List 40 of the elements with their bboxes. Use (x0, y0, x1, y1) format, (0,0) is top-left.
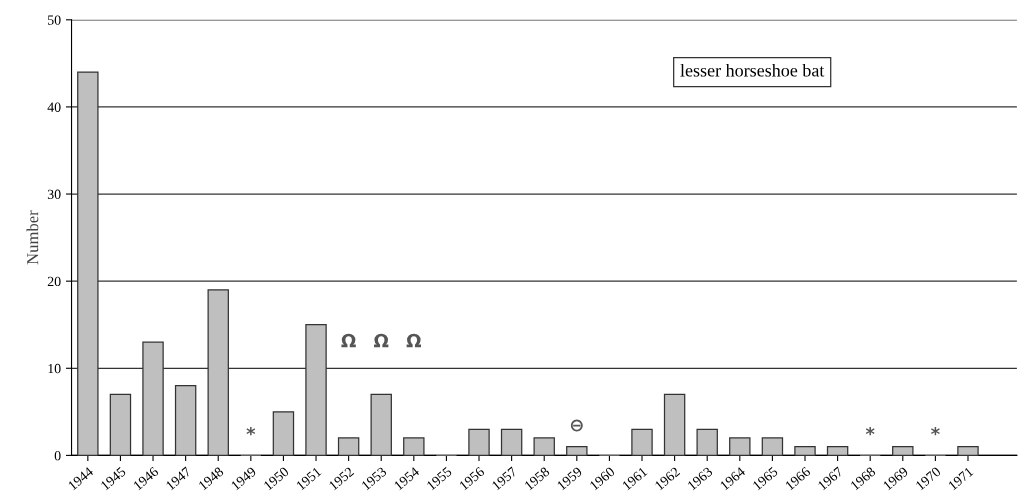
x-tick-label: 1948 (198, 466, 225, 491)
x-tick-label: 1952 (328, 466, 355, 491)
x-tick-label: 1959 (556, 466, 583, 491)
x-tick-label: 1945 (100, 466, 127, 491)
x-tick-label: 1962 (654, 466, 681, 491)
y-axis-title: Number (26, 210, 39, 265)
x-tick-label: 1956 (458, 466, 485, 491)
y-tick-label: 10 (48, 363, 61, 374)
annotation: ⊖ (570, 419, 583, 432)
annotation: Ω (374, 333, 389, 348)
x-tick-label: 1953 (361, 466, 388, 491)
annotation: * (931, 426, 940, 436)
x-tick-label: 1944 (67, 466, 94, 491)
x-tick-label: 1966 (784, 466, 811, 491)
x-tick-label: 1971 (947, 466, 974, 491)
x-tick-label: 1963 (687, 466, 714, 491)
x-tick-label: 1946 (132, 466, 159, 491)
x-tick-label: 1954 (393, 466, 420, 491)
x-tick-label: 1950 (263, 466, 290, 491)
x-tick-label: 1951 (295, 466, 322, 491)
annotation: lesser horseshoe bat (680, 63, 825, 77)
annotation: Ω (406, 333, 421, 348)
x-tick-label: 1958 (524, 466, 551, 491)
x-tick-label: 1969 (882, 466, 909, 491)
y-tick-label: 20 (47, 276, 61, 287)
x-tick-label: 1968 (850, 466, 877, 491)
y-tick-label: 40 (47, 102, 61, 112)
annotation: Ω (341, 333, 356, 348)
x-tick-label: 1961 (621, 466, 648, 491)
x-tick-label: 1970 (915, 466, 942, 491)
annotation: * (865, 426, 875, 436)
annotation: * (246, 426, 256, 436)
x-tick-label: 1949 (230, 466, 257, 491)
x-tick-label: 1960 (589, 466, 616, 491)
y-tick-label: 30 (47, 189, 61, 199)
x-tick-label: 1955 (426, 466, 453, 491)
x-tick-label: 1965 (752, 466, 779, 491)
x-tick-label: 1964 (719, 466, 746, 491)
y-tick-label: 50 (48, 15, 61, 25)
y-tick-label: 0 (54, 450, 61, 461)
